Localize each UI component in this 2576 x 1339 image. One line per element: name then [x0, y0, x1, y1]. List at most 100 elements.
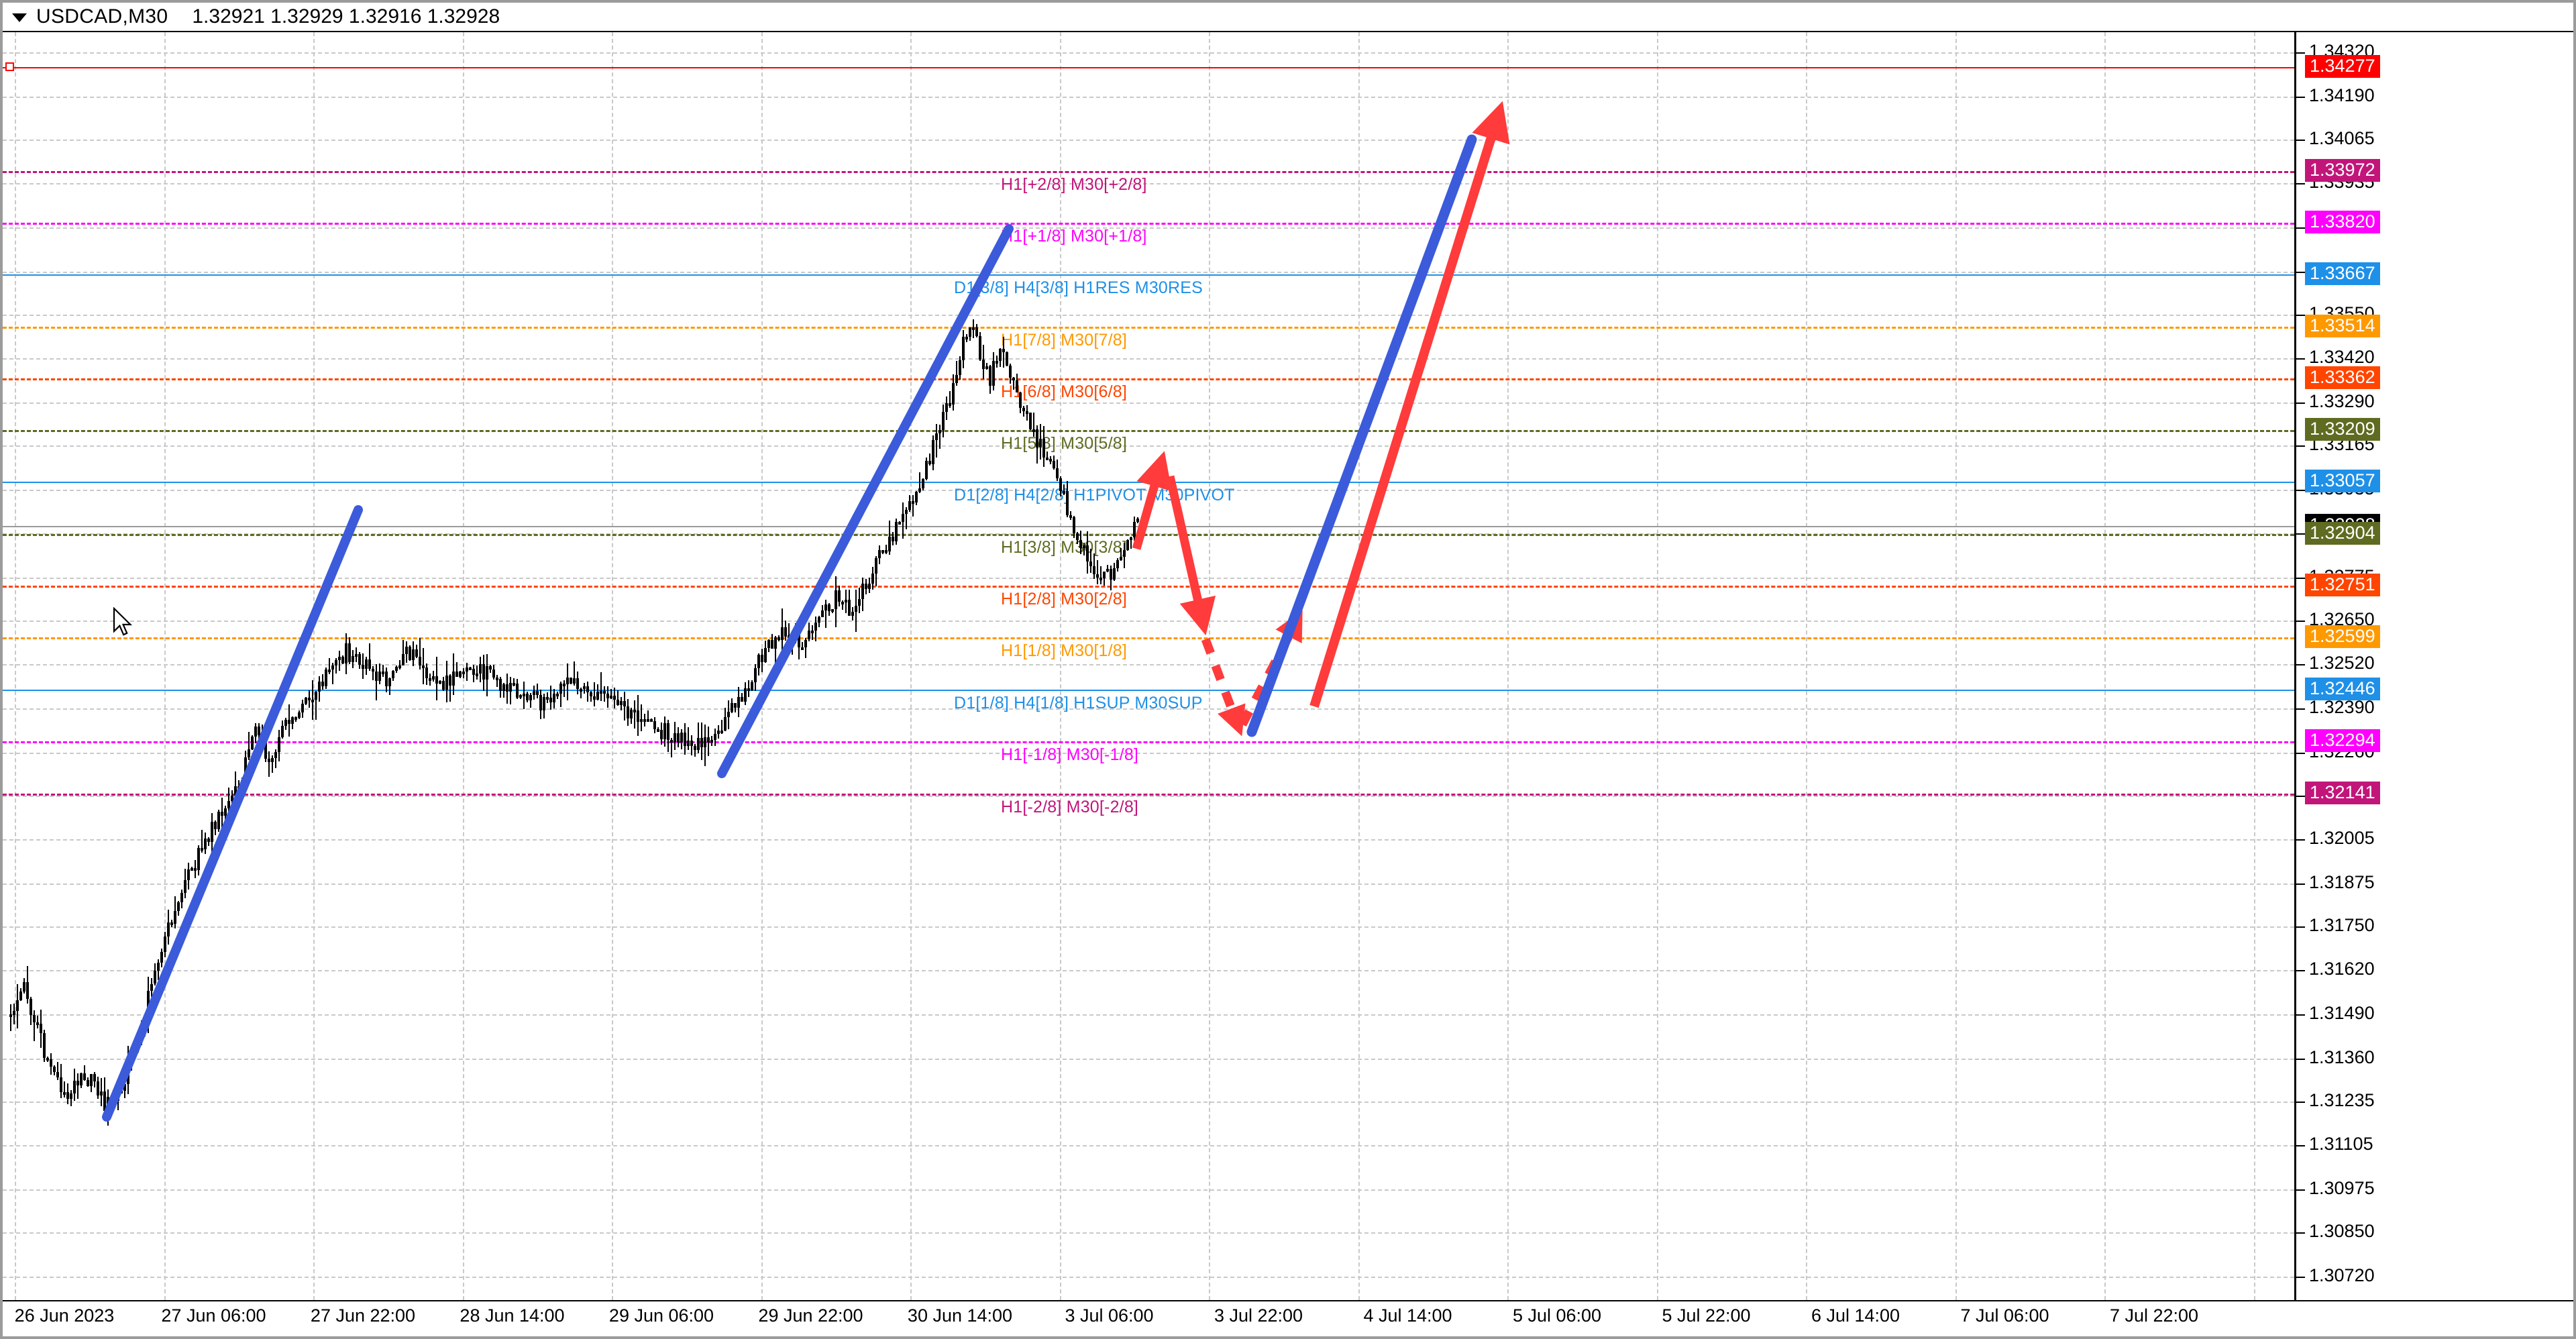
price-level-line[interactable]: [3, 170, 2294, 173]
level-badge[interactable]: 1.32599: [2305, 625, 2380, 649]
window-border-top: [0, 0, 2576, 3]
candle-body: [804, 639, 807, 647]
price-level-label: H1[7/8] M30[7/8]: [1001, 330, 1128, 350]
price-tick-label: 1.31360: [2309, 1047, 2375, 1068]
candle-body: [103, 1091, 106, 1112]
level-badge[interactable]: 1.32141: [2305, 781, 2380, 804]
candle-body: [704, 737, 706, 747]
candle-body: [533, 690, 535, 695]
gridline-horizontal: [3, 227, 2294, 229]
candle-body: [341, 656, 344, 664]
candle-body: [616, 700, 619, 706]
price-scale-axis-line: [2294, 32, 2296, 1300]
candle-body: [221, 812, 223, 816]
price-level-line[interactable]: [3, 586, 2294, 588]
level-badge[interactable]: 1.33820: [2305, 210, 2380, 233]
candle-body: [254, 727, 257, 737]
time-scale[interactable]: 26 Jun 2023 27 Jun 06:00 27 Jun 22:00 28 Ju…: [3, 1301, 2573, 1336]
price-level-line[interactable]: [3, 793, 2294, 796]
candle-body: [942, 411, 945, 431]
candle-body: [321, 681, 324, 687]
candle-body: [996, 361, 998, 364]
candle-body: [244, 757, 247, 781]
price-level-line[interactable]: [3, 741, 2294, 743]
level-badge[interactable]: 1.33514: [2305, 314, 2380, 337]
candle-body: [60, 1077, 62, 1093]
gridline-horizontal: [3, 1145, 2294, 1147]
candle-body: [637, 710, 639, 722]
level-badge[interactable]: 1.32446: [2305, 677, 2380, 700]
price-level-line[interactable]: [3, 689, 2294, 691]
candle-body: [1006, 352, 1008, 366]
ask-price-line[interactable]: [3, 67, 2294, 69]
price-level-line[interactable]: [3, 222, 2294, 225]
ask-line-handle[interactable]: [5, 62, 14, 72]
level-badge[interactable]: 1.33209: [2305, 418, 2380, 441]
price-tick-mark: [2296, 1232, 2305, 1234]
price-tick-label: 1.31235: [2309, 1089, 2375, 1110]
level-badge[interactable]: 1.33972: [2305, 158, 2380, 182]
level-badge[interactable]: 1.32751: [2305, 574, 2380, 597]
price-tick-mark: [2296, 533, 2305, 535]
candle-body: [647, 719, 649, 722]
candle-body: [335, 659, 337, 665]
candle-body: [362, 665, 364, 669]
candle-body: [308, 697, 311, 701]
chart-plot-area[interactable]: H1[+2/8] M30[+2/8] H1[+1/8] M30[+1/8] D1[3…: [3, 32, 2294, 1300]
price-tick-label: 1.31620: [2309, 959, 2375, 979]
price-tick-mark: [2296, 272, 2305, 274]
gridline-vertical: [462, 32, 464, 1300]
price-tick-mark: [2296, 1059, 2305, 1061]
price-level-line[interactable]: [3, 637, 2294, 640]
candle-body: [734, 703, 737, 708]
candle-body: [449, 676, 451, 686]
candle-body: [502, 684, 505, 691]
candle-body: [150, 983, 153, 992]
candle-body: [1130, 537, 1132, 541]
candle-body: [127, 1066, 129, 1084]
candle-body: [496, 678, 498, 681]
level-badge[interactable]: 1.33057: [2305, 470, 2380, 493]
candle-body: [130, 1056, 133, 1067]
candle-body: [781, 627, 784, 640]
candle-body: [643, 718, 646, 722]
candle-body: [318, 681, 321, 692]
price-tick-mark: [2296, 489, 2305, 491]
ask-line-badge[interactable]: 1.34277: [2305, 55, 2380, 78]
candle-body: [905, 510, 908, 514]
candle-body: [563, 683, 566, 686]
candle-body: [476, 674, 478, 677]
candle-body: [1009, 366, 1012, 378]
candle-wick: [36, 1015, 38, 1028]
candle-body: [764, 648, 767, 662]
candle-body: [1059, 478, 1062, 492]
level-badge[interactable]: 1.33667: [2305, 262, 2380, 286]
price-level-line[interactable]: [3, 326, 2294, 329]
candle-body: [845, 599, 847, 602]
time-tick-label: 6 Jul 14:00: [1811, 1305, 1900, 1326]
candle-body: [674, 733, 676, 742]
triangle-down-icon[interactable]: [12, 13, 27, 22]
candle-body: [258, 727, 260, 735]
price-level-line[interactable]: [3, 274, 2294, 276]
price-tick-label: 1.33420: [2309, 347, 2375, 368]
price-tick-mark: [2296, 839, 2305, 841]
price-level-line[interactable]: [3, 430, 2294, 433]
candle-wick: [600, 672, 602, 701]
candle-wick: [83, 1065, 85, 1081]
candle-body: [392, 670, 394, 678]
candle-body: [409, 647, 411, 661]
candle-body: [586, 686, 589, 692]
candle-body: [50, 1059, 52, 1067]
candle-body: [1103, 572, 1106, 578]
level-badge[interactable]: 1.33362: [2305, 366, 2380, 389]
candle-body: [811, 630, 814, 633]
level-badge[interactable]: 1.32294: [2305, 729, 2380, 752]
candle-wick: [476, 665, 478, 680]
level-badge[interactable]: 1.32904: [2305, 521, 2380, 545]
candle-wick: [1089, 548, 1091, 574]
price-level-line[interactable]: [3, 378, 2294, 380]
candle-body: [902, 513, 904, 522]
candle-body: [1042, 439, 1045, 458]
price-scale[interactable]: 1.343201.341901.340651.339351.338051.336…: [2294, 32, 2573, 1300]
